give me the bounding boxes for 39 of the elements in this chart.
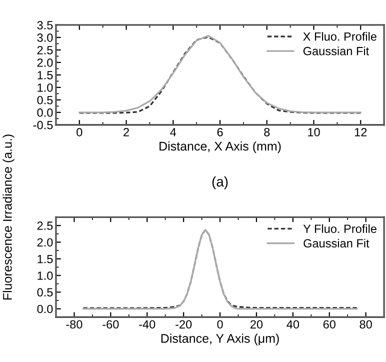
y-tick-label: 1.0	[38, 83, 53, 92]
y-tick-label: 1.5	[38, 71, 53, 80]
x-tick-label: 12	[354, 128, 367, 136]
y-tick-label: 0.0	[37, 108, 53, 117]
x-axis-title: Distance, Y Axis (μm)	[161, 334, 279, 346]
y-tick-label: 3.5	[37, 21, 53, 30]
legend-label: X Fluo. Profile	[303, 32, 376, 41]
x-tick-label: 10	[308, 128, 320, 136]
x-tick-label: 0	[76, 128, 82, 136]
y-axis-title: Fluorescence Irradiance (a.u.)	[2, 134, 14, 300]
x-tick-label: 0	[217, 320, 223, 329]
text: (a)	[212, 176, 228, 190]
x-axis-title: Distance, X Axis (mm)	[160, 141, 281, 154]
x-tick-label: 2	[124, 128, 129, 136]
y-tick-label: 2.0	[37, 238, 53, 247]
x-tick-label: -20	[176, 320, 192, 329]
x-tick-label: -40	[139, 320, 156, 329]
x-tick-label: 8	[264, 128, 270, 136]
y-tick-label: 2.0	[37, 58, 53, 67]
y-tick-label: 0.5	[37, 288, 53, 297]
x-tick-label: 4	[170, 128, 176, 136]
y-tick-label: -0.5	[33, 120, 53, 130]
y-tick-label: 0.0	[37, 304, 53, 314]
x-tick-label: -60	[102, 320, 119, 329]
legend-label: Gaussian Fit	[304, 238, 370, 248]
y-tick-label: 1.5	[38, 254, 53, 264]
y-tick-label: 1.0	[38, 272, 53, 280]
y-tick-label: 3.0	[37, 34, 53, 42]
x-tick-label: 6	[217, 128, 223, 136]
legend-label: Y Fluo. Profile	[303, 224, 376, 233]
legend-label: Gaussian Fit	[303, 46, 370, 56]
x-tick-label: 40	[286, 320, 300, 329]
x-tick-label: 80	[360, 320, 372, 329]
x-tick-label: 60	[323, 320, 336, 329]
x-tick-label: -80	[66, 320, 82, 329]
y-tick-label: 2.5	[37, 222, 53, 230]
y-tick-label: 0.5	[37, 96, 53, 104]
x-tick-label: 20	[250, 320, 263, 329]
y-tick-label: 2.5	[37, 46, 53, 54]
